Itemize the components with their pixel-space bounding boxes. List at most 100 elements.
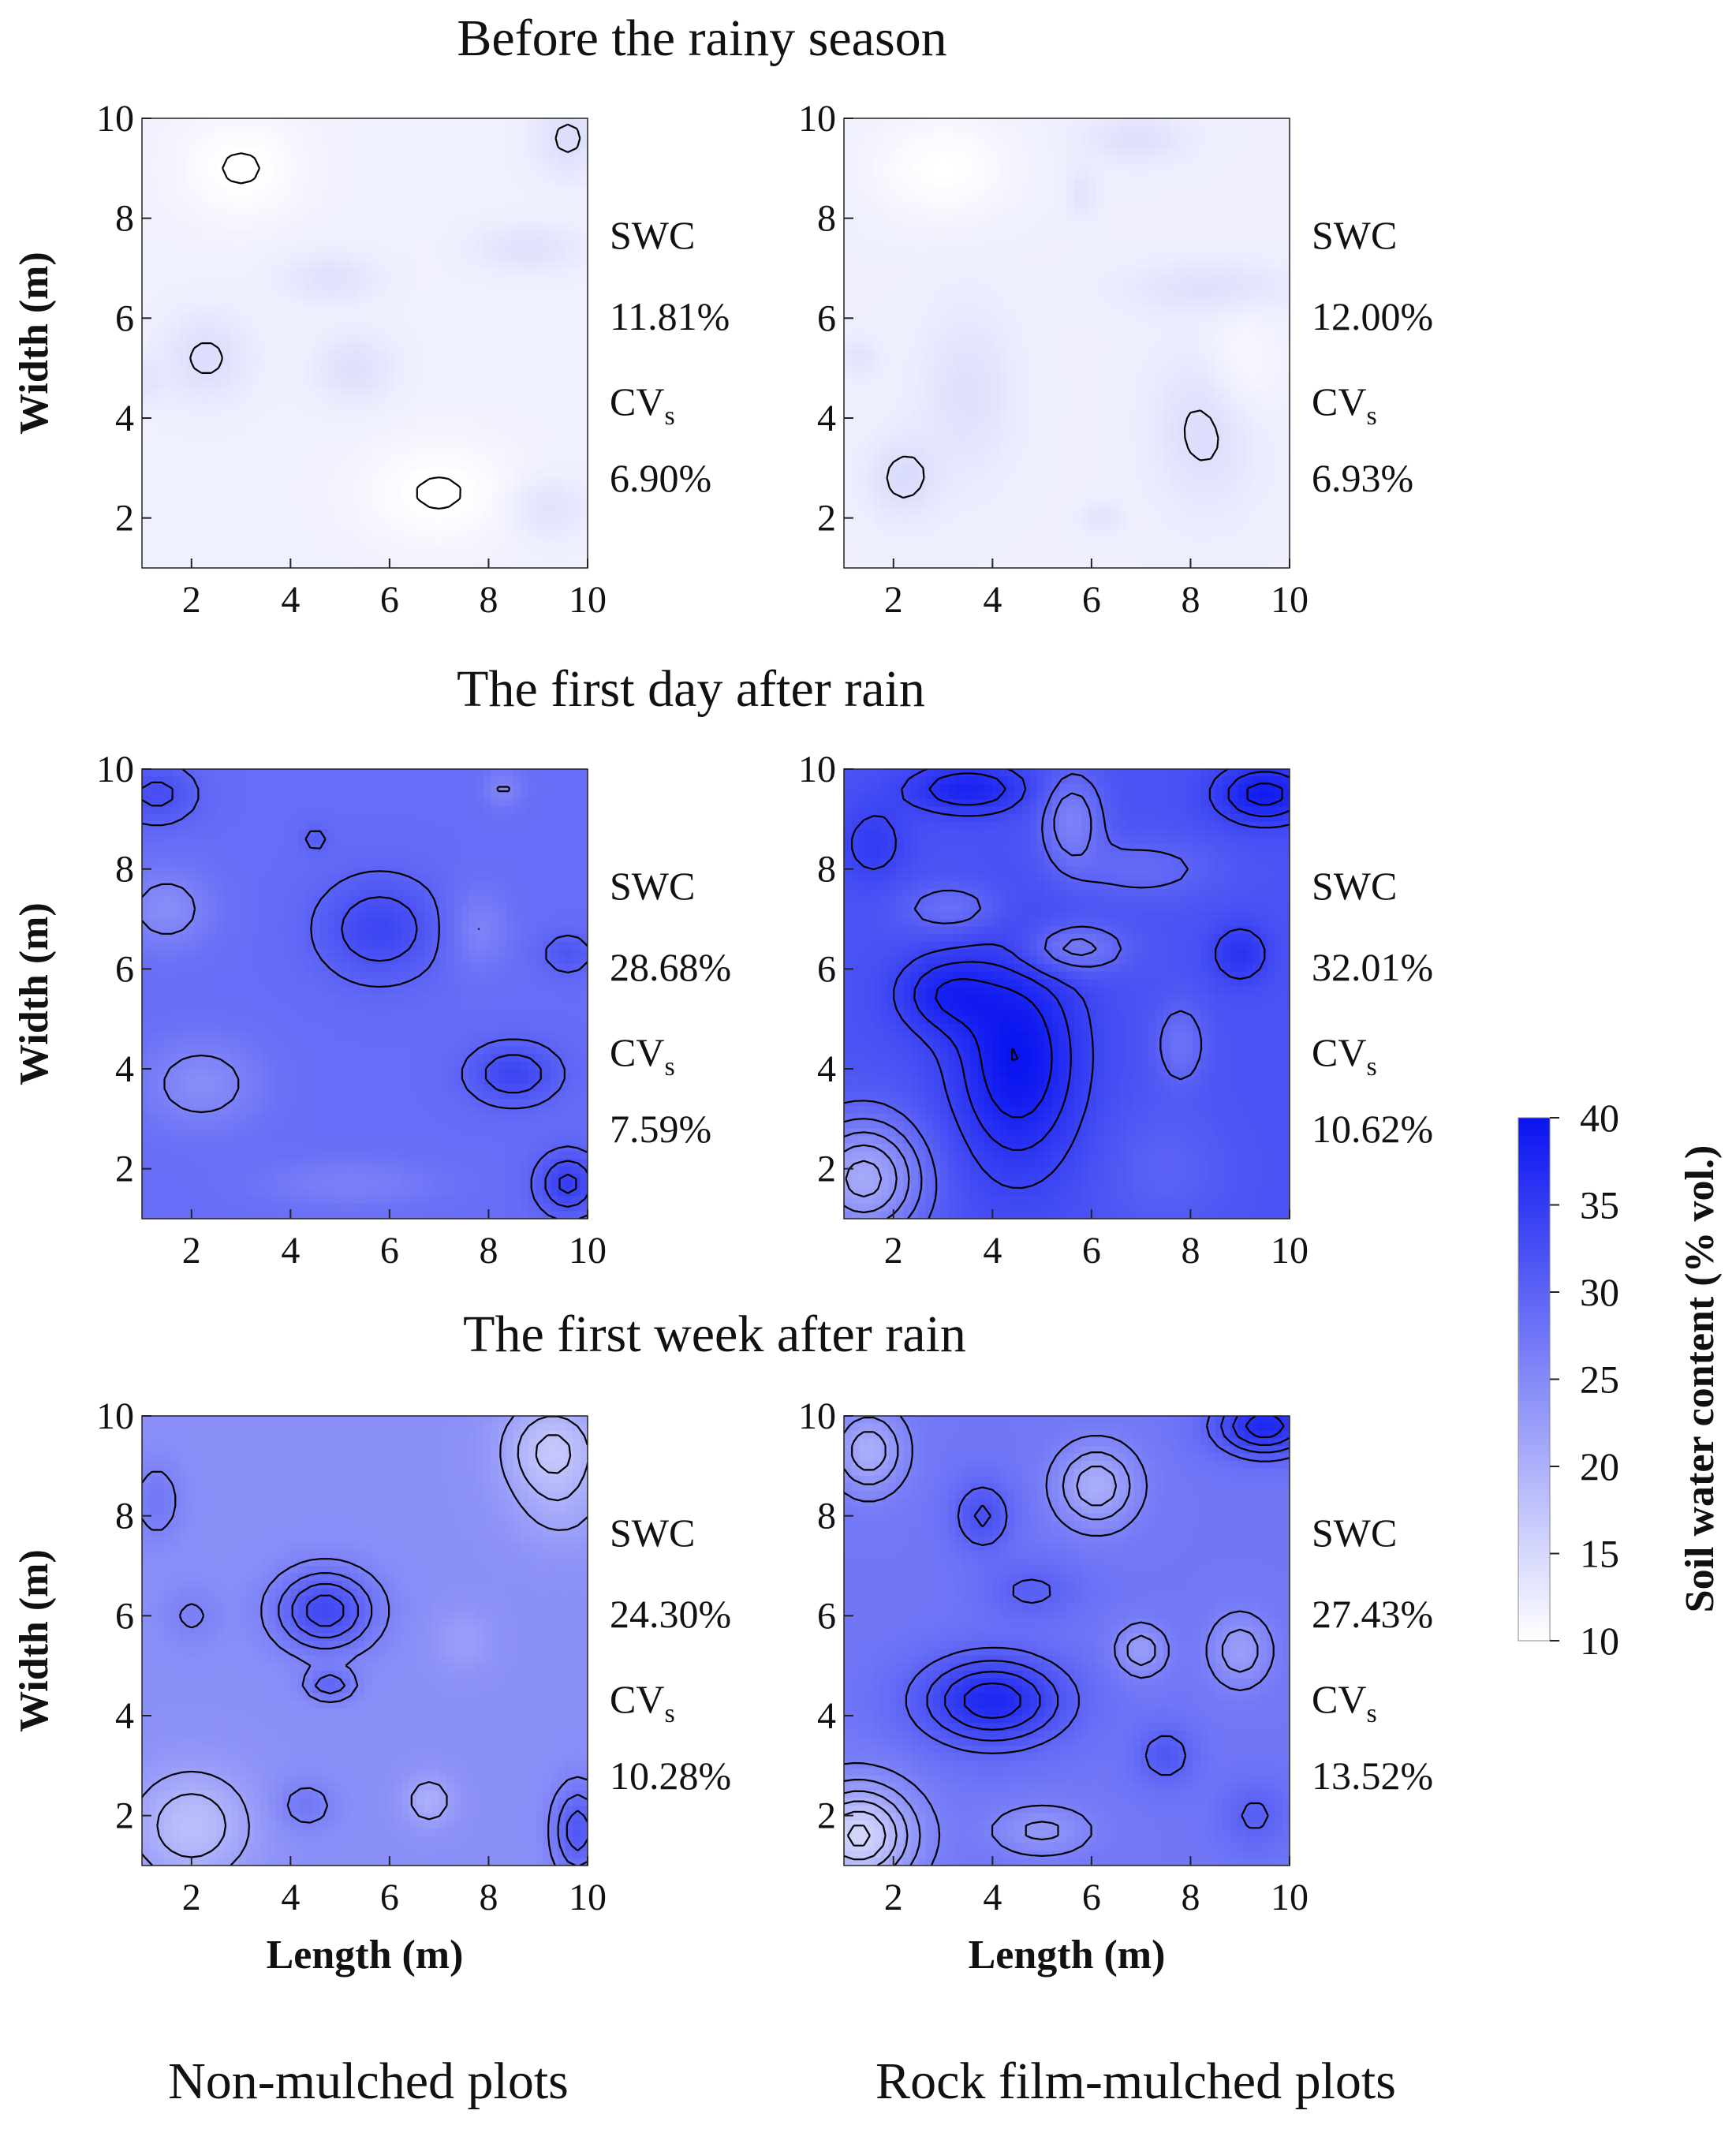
heatmap-cell	[903, 178, 912, 187]
heatmap-cell	[142, 350, 151, 359]
heatmap-cell	[933, 380, 942, 389]
heatmap-cell	[999, 380, 1008, 389]
heatmap-cell	[903, 118, 912, 127]
heatmap-cell	[431, 493, 440, 502]
heatmap-cell	[424, 238, 432, 247]
heatmap-cell	[260, 155, 269, 164]
heatmap-cell	[260, 373, 269, 382]
heatmap-cell	[483, 268, 492, 277]
heatmap-cell	[186, 508, 195, 517]
heatmap-cell	[327, 163, 336, 172]
heatmap-cell	[290, 223, 299, 232]
heatmap-cell	[216, 493, 225, 502]
heatmap-cell	[238, 290, 247, 299]
heatmap-cell	[357, 275, 366, 284]
heatmap-cell	[962, 275, 971, 284]
heatmap-cell	[297, 553, 306, 562]
heatmap-cell	[290, 133, 299, 142]
heatmap-cell	[193, 313, 202, 322]
heatmap-cell	[565, 538, 573, 547]
heatmap-cell	[513, 170, 521, 179]
heatmap-cell	[550, 200, 558, 209]
heatmap-cell	[416, 305, 425, 314]
heatmap-cell	[918, 193, 927, 202]
heatmap-cell	[193, 193, 202, 202]
heatmap-cell	[156, 268, 165, 277]
heatmap-cell	[925, 118, 934, 127]
heatmap-cell	[977, 433, 986, 442]
heatmap-cell	[379, 193, 388, 202]
heatmap-cell	[142, 538, 151, 547]
heatmap-cell	[550, 215, 558, 224]
heatmap-cell	[416, 148, 425, 157]
heatmap-cell	[910, 140, 919, 149]
heatmap-cell	[918, 553, 927, 562]
heatmap-cell	[149, 418, 158, 427]
heatmap-cell	[565, 485, 573, 494]
heatmap-cell	[282, 380, 291, 389]
heatmap-cell	[171, 425, 180, 434]
heatmap-cell	[521, 530, 529, 539]
heatmap-cell	[312, 538, 321, 547]
heatmap-cell	[888, 223, 897, 232]
heatmap-cell	[454, 230, 462, 239]
heatmap-cell	[327, 365, 336, 374]
heatmap-cell	[903, 170, 912, 179]
heatmap-cell	[208, 395, 217, 404]
heatmap-cell	[910, 290, 919, 299]
heatmap-cell	[558, 350, 566, 359]
heatmap-cell	[371, 418, 380, 427]
row-title-first-day: The first day after rain	[457, 660, 925, 718]
heatmap-cell	[910, 305, 919, 314]
heatmap-cell	[543, 140, 551, 149]
heatmap-cell	[208, 440, 217, 449]
heatmap-cell	[513, 358, 521, 367]
heatmap-cell	[543, 350, 551, 359]
heatmap-cell	[409, 230, 418, 239]
heatmap-cell	[925, 388, 934, 397]
heatmap-cell	[171, 223, 180, 232]
heatmap-cell	[431, 553, 440, 562]
heatmap-cell	[476, 515, 484, 524]
heatmap-cell	[349, 425, 358, 434]
heatmap-cell	[984, 118, 993, 127]
heatmap-cell	[305, 118, 314, 127]
heatmap-cell	[208, 148, 217, 157]
heatmap-cell	[446, 410, 455, 419]
heatmap-cell	[208, 448, 217, 457]
heatmap-cell	[142, 425, 151, 434]
heatmap-cell	[142, 328, 151, 337]
heatmap-cell	[142, 125, 151, 134]
heatmap-cell	[179, 238, 188, 247]
heatmap-cell	[179, 185, 188, 194]
heatmap-cell	[999, 230, 1008, 239]
heatmap-cell	[999, 118, 1008, 127]
heatmap-cell	[918, 290, 927, 299]
heatmap-cell	[327, 245, 336, 254]
heatmap-cell	[371, 553, 380, 562]
heatmap-cell	[573, 335, 581, 344]
heatmap-cell	[903, 365, 912, 374]
heatmap-cell	[580, 365, 588, 374]
heatmap-cell	[483, 523, 492, 532]
heatmap-cell	[461, 395, 469, 404]
heatmap-cell	[223, 283, 232, 292]
heatmap-cell	[483, 200, 492, 209]
heatmap-cell	[469, 515, 477, 524]
heatmap-cell	[491, 440, 499, 449]
heatmap-cell	[558, 223, 566, 232]
heatmap-cell	[312, 418, 321, 427]
heatmap-cell	[528, 320, 536, 329]
heatmap-cell	[171, 523, 180, 532]
heatmap-cell	[231, 140, 240, 149]
heatmap-cell	[506, 290, 514, 299]
heatmap-cell	[461, 230, 469, 239]
heatmap-cell	[873, 410, 882, 419]
heatmap-cell	[394, 178, 403, 187]
heatmap-cell	[409, 343, 418, 352]
heatmap-cell	[454, 275, 462, 284]
heatmap-cell	[201, 388, 210, 397]
heatmap-cell	[446, 343, 455, 352]
heatmap-cell	[925, 298, 934, 307]
heatmap-cell	[483, 470, 492, 479]
